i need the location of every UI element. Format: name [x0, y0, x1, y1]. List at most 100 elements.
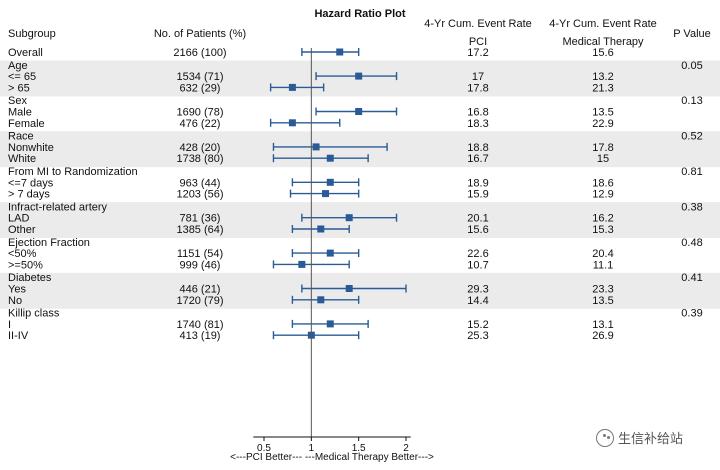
- hr-point: [326, 320, 334, 328]
- med-rate-cell: 17.8: [592, 142, 613, 154]
- patients-cell: 1534 (71): [176, 71, 223, 83]
- hr-point: [355, 72, 363, 80]
- med-rate-cell: 21.3: [592, 82, 613, 94]
- med-rate-cell: 22.9: [592, 118, 613, 130]
- pci-rate-cell: 16.8: [467, 107, 488, 119]
- watermark-text: 生信补给站: [618, 431, 684, 446]
- hr-point: [322, 190, 330, 198]
- patients-cell: 632 (29): [180, 82, 221, 94]
- hr-point: [355, 108, 363, 115]
- patients-cell: 963 (44): [180, 177, 221, 189]
- hr-point: [326, 178, 334, 186]
- row-label: > 7 days: [8, 189, 50, 201]
- row-label: White: [8, 153, 36, 165]
- group-header: Ejection Fraction: [8, 237, 90, 249]
- med-rate-cell: 15.3: [592, 224, 613, 236]
- row-label: > 65: [8, 82, 30, 94]
- med-rate-cell: 13.5: [592, 107, 613, 119]
- col-header-subgroup: Subgroup: [8, 28, 56, 40]
- group-header: Race: [8, 131, 34, 143]
- p-value: 0.52: [681, 131, 702, 143]
- x-tick-label: 1: [309, 443, 315, 454]
- row-label: Yes: [8, 284, 26, 296]
- group-header: Diabetes: [8, 272, 52, 284]
- pci-rate-cell: 16.7: [467, 153, 488, 165]
- row-label: II-IV: [8, 330, 29, 342]
- col-header-pvalue: P Value: [673, 28, 711, 40]
- pci-rate-cell: 17: [472, 71, 484, 83]
- hr-point: [326, 154, 334, 162]
- med-rate-cell: 20.4: [592, 248, 613, 260]
- x-tick-label: 2: [403, 443, 409, 454]
- hr-point: [345, 285, 353, 292]
- med-rate-cell: 15: [597, 153, 609, 165]
- group-band: [0, 131, 720, 168]
- med-rate-cell: 23.3: [592, 284, 613, 296]
- group-header: From MI to Randomization: [8, 166, 138, 178]
- x-axis-label: <---PCI Better--- ---Medical Therapy Bet…: [230, 452, 434, 463]
- pci-rate-cell: 14.4: [467, 295, 488, 307]
- row-label: >=50%: [8, 259, 43, 271]
- col-header-med-1: 4-Yr Cum. Event Rate: [549, 18, 657, 30]
- patients-cell: 446 (21): [180, 284, 221, 296]
- pci-rate-cell: 15.2: [467, 319, 488, 331]
- p-value: 0.48: [681, 237, 702, 249]
- patients-cell: 999 (46): [180, 259, 221, 271]
- pci-rate-cell: 29.3: [467, 284, 488, 296]
- patients-cell: 1738 (80): [176, 153, 223, 165]
- watermark: 生信补给站: [596, 428, 683, 447]
- row-label: Nonwhite: [8, 142, 54, 154]
- p-value: 0.81: [681, 166, 702, 178]
- med-rate-cell: 13.2: [592, 71, 613, 83]
- pci-rate-cell: 18.9: [467, 177, 488, 189]
- patients-cell: 428 (20): [180, 142, 221, 154]
- patients-cell: 1151 (54): [177, 248, 223, 260]
- row-label: Overall: [8, 47, 43, 59]
- group-header: Sex: [8, 95, 27, 107]
- p-value: 0.13: [681, 95, 702, 107]
- hr-point: [317, 296, 325, 304]
- p-value: 0.38: [681, 201, 702, 213]
- row-label: <=7 days: [8, 177, 54, 189]
- med-rate-cell: 15.6: [592, 47, 613, 59]
- hr-point: [312, 143, 320, 151]
- hr-point: [288, 119, 296, 127]
- med-rate-cell: 12.9: [592, 189, 613, 201]
- patients-cell: 1740 (81): [176, 319, 223, 331]
- wechat-icon: [596, 428, 614, 447]
- pci-rate-cell: 15.6: [467, 224, 488, 236]
- x-tick-label: 0.5: [257, 443, 271, 454]
- group-header: Age: [8, 60, 28, 72]
- chart-title: Hazard Ratio Plot: [314, 8, 405, 20]
- row-label: No: [8, 295, 22, 307]
- pci-rate-cell: 17.8: [467, 82, 488, 94]
- col-header-pci-1: 4-Yr Cum. Event Rate: [424, 18, 532, 30]
- group-band: [0, 272, 720, 309]
- p-value: 0.05: [681, 60, 702, 72]
- patients-cell: 2166 (100): [173, 47, 226, 59]
- row-label: <50%: [8, 248, 37, 260]
- hr-point: [345, 214, 353, 222]
- p-value: 0.39: [681, 308, 702, 320]
- row-label: Other: [8, 224, 36, 236]
- col-header-med-2: Medical Therapy: [562, 36, 644, 48]
- group-header: Infract-related artery: [8, 201, 108, 213]
- row-label: I: [8, 319, 11, 331]
- med-rate-cell: 13.5: [592, 295, 613, 307]
- pci-rate-cell: 18.3: [467, 118, 488, 130]
- row-label: Male: [8, 107, 32, 119]
- hr-point: [298, 260, 306, 268]
- patients-cell: 1203 (56): [176, 189, 223, 201]
- med-rate-cell: 26.9: [592, 330, 613, 342]
- med-rate-cell: 13.1: [592, 319, 613, 331]
- row-label: LAD: [8, 213, 29, 225]
- x-tick-label: 1.5: [352, 443, 366, 454]
- row-label: <= 65: [8, 71, 36, 83]
- med-rate-cell: 11.1: [593, 259, 614, 271]
- pci-rate-cell: 15.9: [467, 189, 488, 201]
- hr-point: [288, 83, 296, 91]
- med-rate-cell: 16.2: [592, 213, 613, 225]
- row-label: Female: [8, 118, 45, 130]
- pci-rate-cell: 18.8: [467, 142, 488, 154]
